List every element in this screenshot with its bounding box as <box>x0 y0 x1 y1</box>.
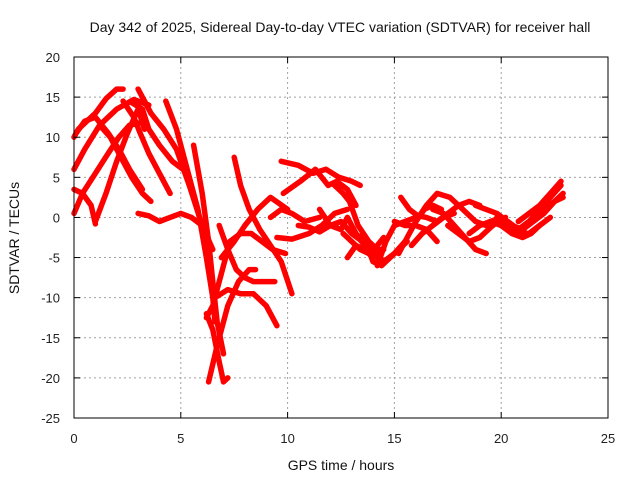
series-track-09 <box>128 99 186 173</box>
series-track-45 <box>494 214 554 237</box>
series-track-07 <box>96 122 154 205</box>
grid <box>74 57 608 418</box>
x-tick-label: 15 <box>387 431 401 446</box>
series-track-47 <box>515 178 564 225</box>
series-track-49 <box>530 194 566 217</box>
series-track-06 <box>92 106 148 225</box>
y-tick-label: 20 <box>46 50 60 65</box>
y-tick-label: -10 <box>41 291 60 306</box>
series-track-12 <box>163 98 218 325</box>
y-tick-label: -5 <box>48 251 60 266</box>
series-track-21 <box>231 154 295 297</box>
y-tick-label: 5 <box>53 170 60 185</box>
series-track-24 <box>278 158 363 189</box>
series-track-33 <box>374 214 419 269</box>
y-tick-label: 10 <box>46 130 60 145</box>
x-tick-label: 20 <box>494 431 508 446</box>
y-tick-label: -20 <box>41 371 60 386</box>
series-track-17 <box>212 286 280 329</box>
y-tick-label: 15 <box>46 90 60 105</box>
axis-ticks <box>73 56 609 419</box>
series-track-13 <box>190 142 227 357</box>
series-track-16 <box>203 238 233 321</box>
y-tick-label: -15 <box>41 331 60 346</box>
x-axis-label: GPS time / hours <box>288 457 395 473</box>
chart-title: Day 342 of 2025, Sidereal Day-to-day VTE… <box>90 19 591 35</box>
y-tick-label: 0 <box>53 210 60 225</box>
series-track-22 <box>267 206 323 225</box>
series-track-38 <box>413 190 489 229</box>
x-tick-label: 5 <box>177 431 184 446</box>
y-axis-label: SDTVAR / TECUs <box>6 182 22 294</box>
series-track-40 <box>434 198 483 225</box>
plot-frame <box>73 56 609 419</box>
tick-labels: 0 5 10 15 20 25 -25 -20 -15 -10 -5 0 5 10 15 20 <box>41 50 615 446</box>
series-track-02 <box>71 96 152 173</box>
x-tick-label: 0 <box>70 431 77 446</box>
x-tick-label: 10 <box>280 431 294 446</box>
series-track-14 <box>203 310 231 385</box>
series-track-04 <box>71 186 99 227</box>
x-tick-label: 25 <box>601 431 615 446</box>
series-track-28 <box>331 182 387 253</box>
series-group <box>71 86 566 385</box>
series-track-08 <box>120 98 173 197</box>
series-track-25 <box>280 166 359 209</box>
y-tick-label: -25 <box>41 411 60 426</box>
